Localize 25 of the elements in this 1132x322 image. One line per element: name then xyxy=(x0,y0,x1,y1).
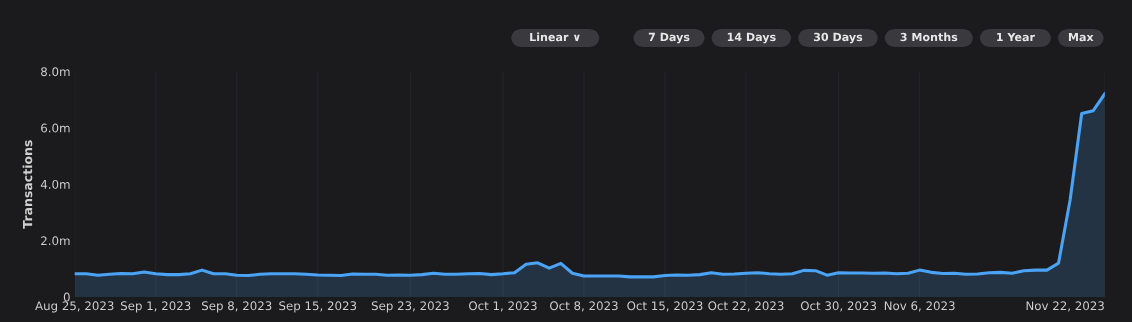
y-axis-title: Transactions xyxy=(22,140,33,229)
y-tick-label: 0 xyxy=(63,292,70,302)
x-tick-label: Nov 6, 2023 xyxy=(884,301,955,312)
x-tick-label: Oct 1, 2023 xyxy=(469,301,537,312)
x-tick-label: Nov 22, 2023 xyxy=(1026,301,1104,312)
text: 14 Days xyxy=(727,32,776,44)
text: 30 Days xyxy=(813,32,863,44)
text: Linear ∨ xyxy=(530,32,580,42)
y-tick-label: 6.0m xyxy=(41,123,70,133)
y-tick-label: 2.0m xyxy=(41,236,70,246)
x-tick-label: Sep 23, 2023 xyxy=(371,301,449,313)
x-tick-label: Aug 25, 2023 xyxy=(35,301,114,313)
x-tick-label: Sep 15, 2023 xyxy=(279,301,357,313)
y-tick-label: 8.0m xyxy=(41,67,70,77)
text: 1 Year xyxy=(997,32,1035,42)
x-tick-label: Sep 8, 2023 xyxy=(202,301,272,313)
text: 7 Days xyxy=(648,32,690,44)
text: Max xyxy=(1068,32,1094,42)
x-tick-label: Sep 1, 2023 xyxy=(120,301,191,313)
text: 3 Months xyxy=(900,32,958,42)
y-tick-label: 4.0m xyxy=(40,179,70,189)
x-tick-label: Oct 8, 2023 xyxy=(550,301,618,312)
x-tick-label: Oct 30, 2023 xyxy=(800,301,877,312)
x-tick-label: Oct 15, 2023 xyxy=(627,301,703,312)
x-tick-label: Oct 22, 2023 xyxy=(708,301,784,312)
